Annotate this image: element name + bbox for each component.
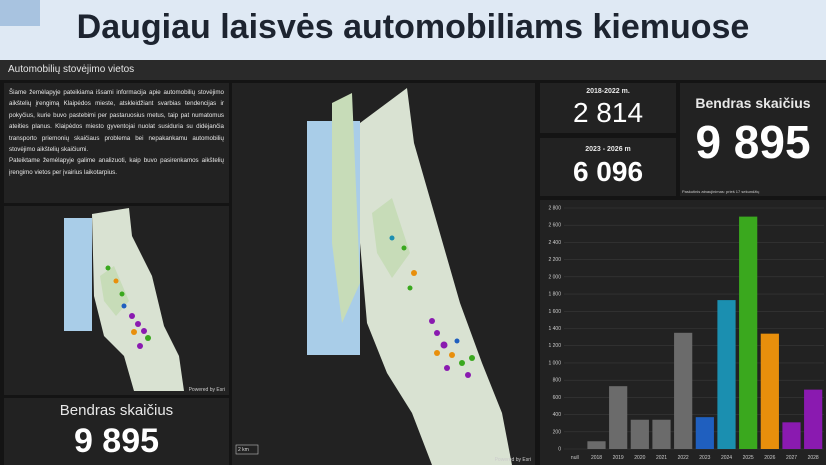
scale-label: 2 km: [238, 447, 249, 453]
scale-bar: [235, 444, 259, 455]
y-tick-label: 2 600: [548, 223, 561, 229]
stat-label: Bendras skaičius: [695, 95, 811, 111]
bar: [717, 300, 736, 449]
y-tick-label: 1 200: [548, 343, 561, 349]
small-map[interactable]: Powered by Esri: [4, 206, 229, 395]
y-tick-label: 2 400: [548, 240, 561, 246]
y-tick-label: 200: [553, 429, 562, 435]
x-tick-label: 2022: [678, 455, 689, 461]
x-tick-label: 2021: [656, 455, 667, 461]
stat-value: 9 895: [695, 116, 811, 168]
bar: [587, 441, 606, 449]
paragraph: Pateiktame žemėlapyje galime analizuoti,…: [9, 157, 224, 176]
stat-panel: 2018-2022 m. 2 814: [540, 83, 676, 133]
total-panel: Bendras skaičius 9 895 Paskutinis atnauj…: [680, 83, 826, 196]
stat-label: 2018-2022 m.: [586, 88, 630, 95]
bar: [609, 386, 628, 449]
y-tick-label: 2 000: [548, 274, 561, 280]
y-tick-label: 0: [558, 447, 561, 453]
y-tick-label: 800: [553, 378, 562, 384]
y-tick-label: 1 800: [548, 292, 561, 298]
spit: [332, 93, 360, 323]
x-tick-label: 2027: [786, 455, 797, 461]
main-map[interactable]: 2 km Powered by Esri: [232, 83, 535, 465]
x-tick-label: 2023: [699, 455, 710, 461]
attribution: Powered by Esri: [189, 387, 225, 393]
x-tick-label: 2028: [808, 455, 819, 461]
stat-value: 6 096: [572, 156, 644, 187]
bar: [804, 389, 823, 449]
x-tick-label: 2024: [721, 455, 732, 461]
stat-value: 2 814: [572, 97, 644, 128]
x-tick-label: 2026: [764, 455, 775, 461]
logo: [0, 0, 40, 26]
bar: [760, 333, 779, 449]
header: [0, 0, 826, 60]
x-tick-label: 2018: [591, 455, 602, 461]
dashboard-title: Automobilių stovėjimo vietos: [0, 60, 826, 80]
paragraph: Šiame žemėlapyje pateikiama išsami infor…: [9, 89, 224, 154]
x-tick-label: null: [571, 455, 579, 461]
park: [100, 266, 129, 316]
bar: [739, 216, 758, 449]
bar: [782, 422, 801, 449]
stat-label: 2023 - 2026 m: [585, 146, 631, 153]
y-tick-label: 1 000: [548, 360, 561, 366]
land: [360, 88, 512, 465]
x-tick-label: 2020: [634, 455, 645, 461]
bar-chart: 0 200 400 600 800 1 000 1 200 1 400 1 600 1 800 2 …: [540, 200, 826, 465]
map-dots: [389, 235, 475, 378]
land: [92, 208, 184, 391]
stat-label: Bendras skaičius: [59, 402, 174, 419]
y-tick-label: 1 600: [548, 309, 561, 315]
bar: [652, 419, 671, 449]
y-tick-label: 1 400: [548, 326, 561, 332]
sea: [64, 218, 92, 331]
stat-panel: 2023 - 2026 m 6 096: [540, 138, 676, 196]
total-left-panel: Bendras skaičius 9 895: [4, 398, 229, 465]
x-tick-label: 2025: [743, 455, 754, 461]
intro-panel: Šiame žemėlapyje pateikiama išsami infor…: [4, 83, 229, 203]
bar: [674, 332, 693, 449]
bar: [630, 419, 649, 449]
attribution: Powered by Esri: [495, 457, 531, 463]
stat-value: 9 895: [73, 422, 160, 460]
y-tick-label: 2 800: [548, 206, 561, 212]
map-dots: [105, 265, 151, 349]
y-tick-label: 400: [553, 412, 562, 418]
y-tick-label: 2 200: [548, 257, 561, 263]
y-tick-label: 600: [553, 395, 562, 401]
page-title: Daugiau laisvės automobiliams kiemuose: [76, 8, 750, 46]
x-tick-label: 2019: [613, 455, 624, 461]
update-note: Paskutinis atnaujinimas: prieš 17 sekund…: [682, 189, 760, 194]
bar: [695, 417, 714, 449]
